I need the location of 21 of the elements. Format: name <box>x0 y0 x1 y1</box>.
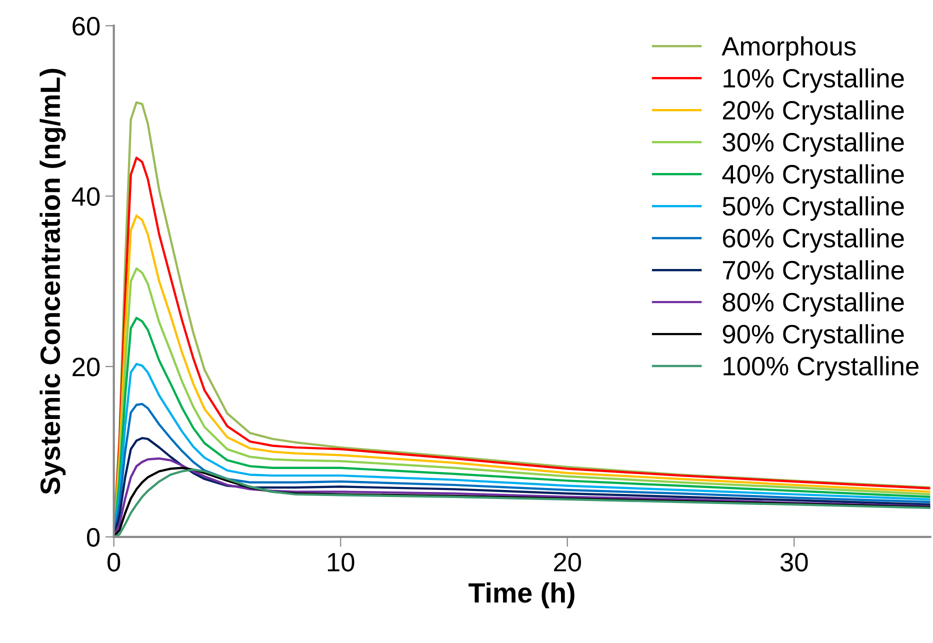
x-axis-title: Time (h) <box>468 582 574 608</box>
y-tick-label: 20 <box>72 358 100 376</box>
x-tick-label: 10 <box>328 552 354 572</box>
y-tick-label: 40 <box>72 187 100 206</box>
legend-label: 40% Crystalline <box>722 164 904 189</box>
y-axis-title: Systemic Concentration (ng/mL) <box>40 68 66 494</box>
legend-label: 70% Crystalline <box>723 260 904 285</box>
legend-label: 30% Crystalline <box>722 132 904 157</box>
y-tick-label: 0 <box>86 528 100 547</box>
legend-label: 50% Crystalline <box>722 196 904 221</box>
legend-label: 90% Crystalline <box>722 324 904 349</box>
y-tick-label: 60 <box>72 16 100 36</box>
legend-label: 20% Crystalline <box>722 100 904 125</box>
x-tick-label: 30 <box>780 552 808 572</box>
legend-label: 80% Crystalline <box>722 292 904 317</box>
legend-label: 100% Crystalline <box>724 356 918 381</box>
legend-label: 60% Crystalline <box>722 228 904 253</box>
x-tick-label: 0 <box>108 552 120 572</box>
legend-label: 10% Crystalline <box>724 68 904 93</box>
legend-label: Amorphous <box>722 36 856 61</box>
x-tick-label: 20 <box>554 552 582 572</box>
